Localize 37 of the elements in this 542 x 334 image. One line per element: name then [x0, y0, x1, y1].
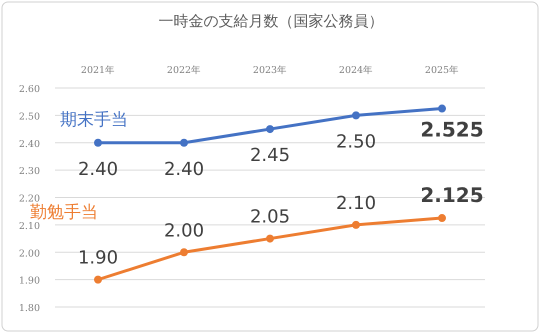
y-tick-label: 2.30 — [18, 166, 40, 178]
point — [438, 104, 446, 113]
point — [266, 234, 274, 243]
data-label: 2.525 — [420, 118, 484, 142]
point — [180, 138, 188, 147]
y-tick-label: 2.50 — [18, 111, 40, 122]
y-tick-label: 1.90 — [18, 276, 40, 287]
point — [94, 138, 102, 147]
data-label: 2.45 — [250, 145, 290, 166]
y-tick-label: 2.10 — [18, 220, 40, 232]
point — [438, 214, 446, 222]
data-label: 2.40 — [164, 158, 204, 180]
x-tick-label: 2021年 — [80, 64, 116, 76]
data-label: 2.10 — [336, 192, 376, 214]
data-label: 1.90 — [78, 248, 118, 269]
data-label: 2.125 — [420, 183, 484, 208]
point — [180, 248, 188, 256]
point — [352, 111, 360, 120]
x-tick-label: 2023年 — [252, 64, 288, 76]
series-label: 期末手当 — [60, 110, 128, 130]
x-tick-label: 2024年 — [338, 64, 374, 76]
data-label: 2.40 — [78, 158, 118, 180]
point — [94, 276, 102, 284]
y-tick-label: 2.40 — [18, 138, 40, 150]
point — [352, 220, 360, 229]
text: 勤勉手当 — [30, 202, 98, 223]
data-label: 2.05 — [250, 206, 290, 228]
y-tick-label: 2.20 — [18, 194, 40, 204]
point — [266, 125, 274, 134]
data-label: 2.50 — [336, 131, 376, 152]
y-tick-label: 2.60 — [18, 84, 40, 95]
x-tick-label: 2022年 — [166, 64, 202, 76]
y-tick-label: 1.80 — [18, 303, 40, 314]
data-label: 2.00 — [164, 220, 204, 242]
y-tick-label: 2.00 — [18, 248, 40, 260]
chart-title: 一時金の支給月数（国家公務員） — [158, 12, 384, 30]
x-tick-label: 2025年 — [424, 64, 460, 76]
